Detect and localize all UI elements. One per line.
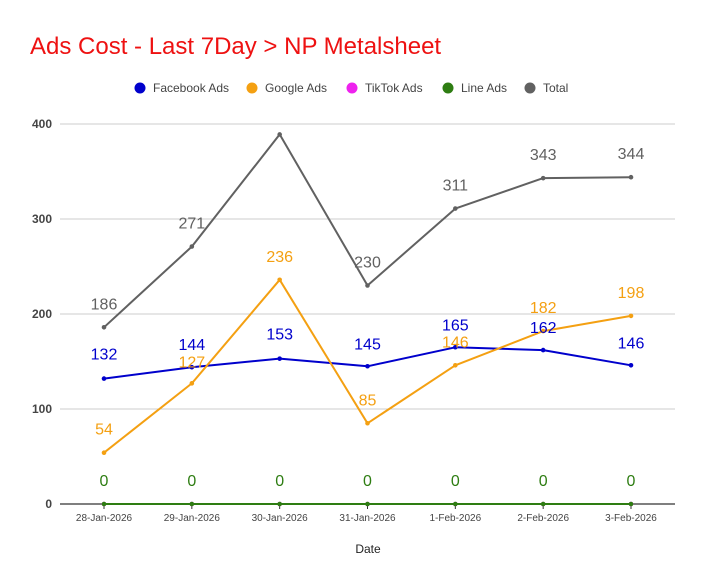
data-point-facebook-ads [101,376,107,381]
legend-marker-tiktok-ads [346,82,358,94]
data-label-google-ads: 198 [618,285,645,302]
data-label-google-ads: 85 [359,392,377,409]
data-point-facebook-ads [453,344,458,350]
legend-marker-facebook-ads [134,82,146,94]
y-tick-label: 200 [32,307,52,321]
data-label-total: 344 [618,146,645,163]
x-axis-label: Date [355,542,381,556]
data-point-line-ads [628,501,634,507]
data-point-facebook-ads [628,363,634,368]
legend-marker-line-ads [442,82,454,94]
data-point-line-ads [453,501,458,507]
data-label-facebook-ads: 153 [266,327,293,344]
data-label-total: 311 [443,178,469,195]
data-label-facebook-ads: 162 [530,320,557,337]
data-label-total: 186 [91,296,118,313]
data-point-total [453,206,458,211]
data-label-line-ads: 0 [627,473,636,490]
data-label-google-ads: 236 [266,249,293,266]
data-label-facebook-ads: 144 [178,337,205,354]
legend-label-google-ads: Google Ads [265,81,327,95]
data-point-line-ads [277,501,282,507]
y-tick-label: 400 [32,117,52,131]
y-tick-label: 300 [32,212,52,226]
legend-marker-google-ads [246,82,258,94]
data-label-facebook-ads: 146 [618,335,645,352]
data-point-line-ads [365,501,370,507]
data-point-total [189,244,195,249]
legend-marker-total [524,82,536,94]
data-point-total [365,283,370,288]
data-label-google-ads: 182 [530,300,557,317]
x-tick-label: 29-Jan-2026 [164,513,221,524]
data-point-google-ads [189,381,195,386]
data-label-line-ads: 0 [275,473,284,490]
data-label-total: 343 [530,147,557,164]
data-label-google-ads: 54 [95,422,113,439]
x-tick-label: 3-Feb-2026 [605,513,657,524]
y-axis: 0 100 200 300 400 [32,117,52,511]
data-label-line-ads: 0 [451,473,460,490]
data-label-facebook-ads: 165 [442,317,469,334]
data-label-facebook-ads: 132 [91,347,118,364]
data-point-google-ads [628,313,634,319]
data-point-google-ads [101,450,107,456]
x-tick-label: 30-Jan-2026 [252,513,309,524]
data-point-total [628,174,634,180]
legend: Facebook Ads Google Ads TikTok Ads Line Ads… [134,81,568,95]
data-point-google-ads [453,363,458,368]
y-tick-label: 0 [45,497,52,511]
data-point-line-ads [540,501,546,507]
data-label-total: 230 [354,255,381,272]
data-label-line-ads: 0 [539,473,548,490]
legend-label-line-ads: Line Ads [461,81,507,95]
data-label-line-ads: 0 [100,473,109,490]
data-point-total [101,325,107,330]
chart-title: Ads Cost - Last 7Day > NP Metalsheet [30,33,441,60]
data-label-line-ads: 0 [187,473,196,490]
y-tick-label: 100 [32,402,52,416]
legend-label-total: Total [543,81,568,95]
x-tick-label: 28-Jan-2026 [76,513,133,524]
data-point-facebook-ads [365,363,370,369]
data-point-total [540,175,546,181]
legend-label-facebook-ads: Facebook Ads [153,81,229,95]
data-label-line-ads: 0 [363,473,372,490]
x-axis: 28-Jan-2026 29-Jan-2026 30-Jan-2026 31-Jan-… [76,504,657,524]
data-point-facebook-ads [277,356,282,361]
data-point-line-ads [189,501,195,507]
data-label-google-ads: 127 [178,354,205,371]
data-point-google-ads [365,420,370,426]
data-point-facebook-ads [540,347,546,353]
data-label-google-ads: 146 [442,334,469,351]
x-tick-label: 31-Jan-2026 [339,513,396,524]
data-point-total [277,132,282,137]
gridlines [60,123,675,505]
data-point-google-ads [277,277,282,283]
x-tick-label: 2-Feb-2026 [517,513,569,524]
data-point-facebook-ads [189,364,195,370]
series-group [101,132,634,507]
data-label-total: 271 [178,216,205,233]
legend-label-tiktok-ads: TikTok Ads [365,81,423,95]
data-point-google-ads [540,328,546,334]
x-tick-label: 1-Feb-2026 [429,513,481,524]
data-point-line-ads [101,501,107,507]
data-labels: 132 144 153 145 165 162 146 54 127 236 85 146 182 198… [91,146,645,490]
data-label-facebook-ads: 145 [354,336,381,353]
